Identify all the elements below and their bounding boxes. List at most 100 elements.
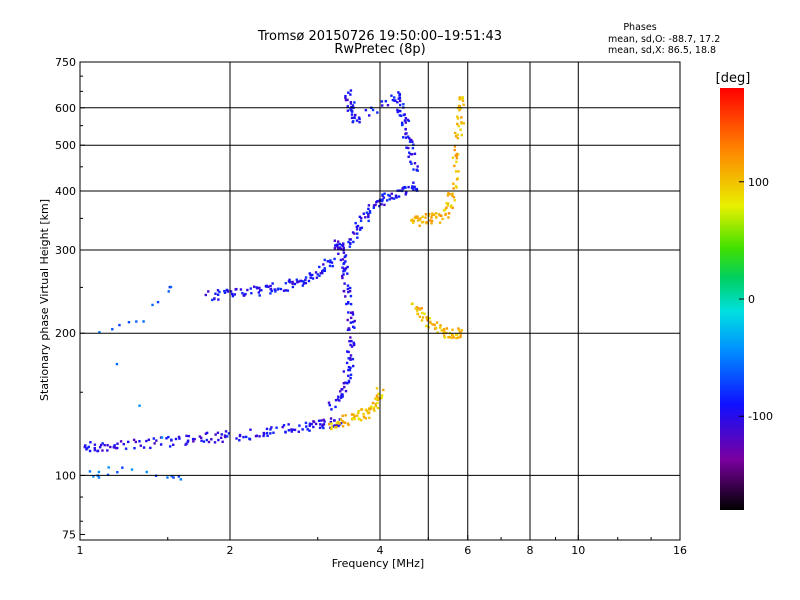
echo-point <box>457 329 461 332</box>
echo-point <box>355 225 358 229</box>
echo-point <box>241 291 244 295</box>
echo-point <box>364 408 368 412</box>
echo-point <box>359 226 362 230</box>
echo-point <box>362 212 365 215</box>
echo-point <box>224 435 227 439</box>
echo-point <box>347 290 350 294</box>
echo-point <box>258 289 262 292</box>
echo-point <box>382 388 385 392</box>
echo-point <box>350 339 353 343</box>
echo-point <box>451 334 455 337</box>
echo-point <box>135 320 138 323</box>
echo-point <box>420 319 424 322</box>
x-tick-label: 16 <box>673 544 687 557</box>
echo-point <box>423 312 426 316</box>
echo-point <box>297 280 300 283</box>
echo-point <box>340 243 344 247</box>
echo-point <box>249 428 252 431</box>
echo-point <box>425 316 428 319</box>
echo-point <box>167 435 170 439</box>
echo-point <box>347 300 350 304</box>
echo-point <box>185 434 188 438</box>
echo-point <box>304 276 308 279</box>
echo-point <box>274 290 277 293</box>
echo-point <box>214 433 217 436</box>
echo-point <box>454 154 458 157</box>
echo-point <box>169 285 173 289</box>
echo-point <box>390 94 393 97</box>
echo-point <box>138 404 141 407</box>
echo-point <box>396 101 399 104</box>
echo-point <box>339 390 342 393</box>
echo-point <box>397 109 401 113</box>
echo-point <box>358 120 361 124</box>
echo-point <box>335 424 339 427</box>
echo-point <box>97 470 101 474</box>
echo-point <box>356 414 359 417</box>
echo-point <box>359 228 362 231</box>
echo-point <box>347 350 350 354</box>
echo-point <box>218 290 221 294</box>
echo-point <box>383 192 386 195</box>
echo-point <box>321 271 324 275</box>
echo-point <box>451 156 455 159</box>
echo-point <box>214 292 217 295</box>
echo-point <box>333 424 336 427</box>
echo-point <box>353 417 356 421</box>
echo-point <box>451 328 454 331</box>
echo-point <box>442 331 445 334</box>
echo-point <box>430 219 434 223</box>
echo-point <box>167 290 170 293</box>
echo-point <box>327 422 331 426</box>
echo-point <box>456 333 459 336</box>
echo-point <box>341 276 344 280</box>
echo-point <box>404 127 407 131</box>
echo-point <box>266 434 269 437</box>
echo-point <box>456 153 460 156</box>
echo-point <box>315 276 319 279</box>
echo-point <box>388 194 392 198</box>
echo-point <box>353 415 356 418</box>
echo-point <box>239 288 243 291</box>
echo-point <box>372 407 376 411</box>
echo-point <box>329 426 332 429</box>
echo-point <box>346 272 349 275</box>
echo-point <box>347 327 351 330</box>
echo-point <box>445 202 448 205</box>
echo-point <box>281 425 284 429</box>
echo-point <box>427 212 431 216</box>
colorbar-ticks: 100 0 -100 <box>739 176 773 423</box>
echo-point <box>210 438 213 441</box>
echo-point <box>349 241 352 245</box>
echo-point <box>342 242 345 245</box>
echo-point <box>353 319 356 323</box>
echo-point <box>407 155 410 158</box>
echo-point <box>323 269 327 272</box>
echo-point <box>301 428 304 431</box>
echo-point <box>424 216 427 219</box>
echo-point <box>270 426 273 429</box>
echo-point <box>429 219 432 222</box>
echo-point <box>186 440 189 444</box>
echo-point <box>165 437 168 440</box>
echo-point <box>447 336 450 339</box>
echo-point <box>385 199 389 202</box>
echo-point <box>441 217 444 221</box>
echo-point <box>409 138 412 141</box>
echo-point <box>416 165 419 168</box>
echo-point <box>459 335 462 339</box>
echo-point <box>328 260 332 264</box>
echo-point <box>413 185 416 189</box>
echo-point <box>199 436 203 439</box>
echo-point <box>330 427 333 431</box>
echo-point <box>372 204 376 207</box>
echo-point <box>368 211 372 214</box>
echo-point <box>155 439 158 442</box>
echo-point <box>406 135 410 138</box>
echo-point <box>459 331 462 334</box>
echo-point <box>246 288 249 292</box>
x-axis-label: Frequency [MHz] <box>332 557 424 570</box>
echo-point <box>455 152 459 156</box>
echo-point <box>438 214 442 217</box>
echo-point <box>341 395 344 398</box>
